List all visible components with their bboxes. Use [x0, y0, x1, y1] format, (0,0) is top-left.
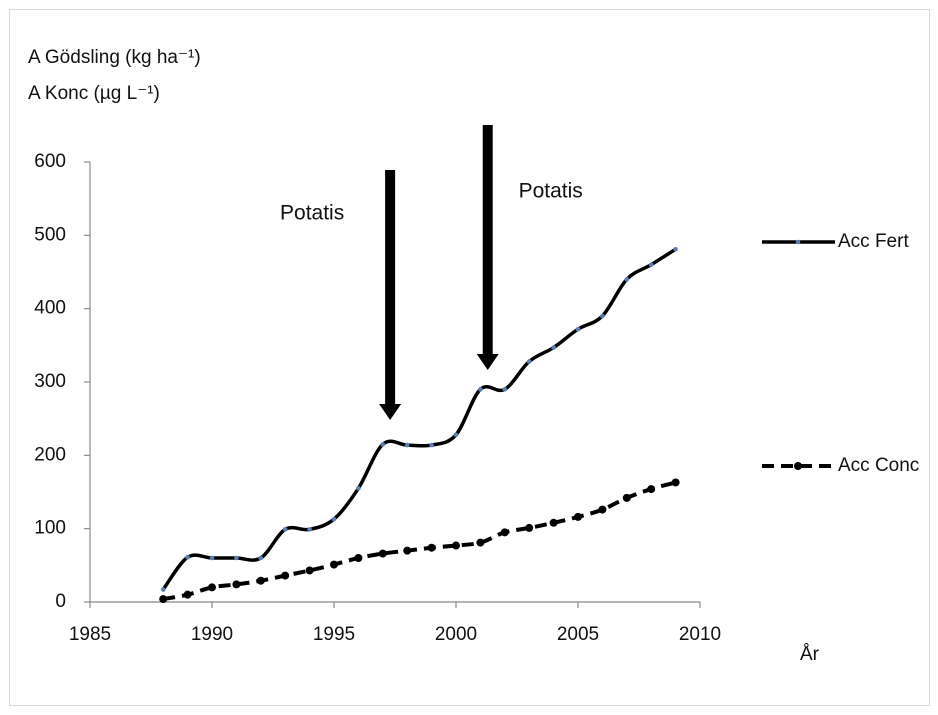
annotation: Potatis: [519, 180, 583, 203]
x-tick-label: 2010: [679, 624, 721, 645]
x-axis-label: År: [800, 644, 820, 665]
data-point: [575, 326, 581, 332]
data-point: [234, 555, 239, 561]
data-point: [525, 523, 534, 532]
data-point: [330, 560, 338, 569]
data-point: [673, 246, 678, 252]
data-point: [624, 277, 630, 282]
data-point: [331, 516, 337, 522]
data-point: [354, 554, 363, 562]
x-tick-label: 1995: [313, 624, 355, 645]
y-tick-label: 100: [34, 518, 66, 539]
data-point: [671, 478, 680, 487]
data-point: [404, 442, 410, 448]
data-point: [551, 345, 556, 350]
legend-marker: [794, 462, 802, 470]
data-point: [549, 518, 558, 527]
data-point: [574, 512, 582, 521]
data-point: [500, 528, 509, 537]
data-point: [159, 595, 168, 604]
y-tick-label: 400: [34, 298, 66, 319]
data-point: [209, 555, 215, 561]
data-point: [427, 543, 436, 552]
data-point: [502, 387, 508, 392]
data-point: [305, 566, 314, 575]
annotation: Potatis: [280, 202, 344, 225]
legend-label: Acc Conc: [838, 455, 919, 476]
annotation-arrowhead: [476, 354, 499, 370]
data-point: [648, 262, 654, 267]
data-point: [647, 485, 656, 494]
data-point: [380, 442, 386, 447]
y-tick-label: 300: [34, 371, 66, 392]
data-point: [478, 387, 483, 392]
data-point: [600, 313, 605, 319]
y-tick-label: 500: [34, 224, 66, 245]
y-tick-label: 600: [34, 151, 66, 172]
data-point: [403, 546, 412, 555]
x-tick-label: 2005: [557, 624, 599, 645]
data-point: [232, 580, 241, 589]
x-tick-label: 1985: [69, 624, 111, 645]
data-point: [160, 587, 166, 592]
data-point: [476, 538, 485, 547]
x-tick-label: 2000: [435, 624, 477, 645]
data-point: [256, 576, 265, 585]
data-point: [429, 442, 434, 448]
data-point: [282, 527, 288, 532]
series-line: [162, 480, 677, 602]
data-point: [598, 505, 607, 514]
data-point: [281, 571, 290, 580]
y-tick-label: 200: [34, 444, 66, 465]
data-point: [526, 359, 532, 364]
data-point: [185, 554, 190, 560]
y-tick-label: 0: [55, 591, 66, 612]
data-point: [356, 486, 361, 491]
data-point: [452, 541, 460, 550]
y-axis-label: A Konc (µg L⁻¹): [28, 83, 160, 104]
data-point: [378, 549, 387, 558]
y-axis-label: A Gödsling (kg ha⁻¹): [28, 47, 201, 68]
data-point: [453, 432, 459, 438]
annotation-arrowhead: [379, 404, 402, 420]
legend-label: Acc Fert: [838, 231, 909, 252]
data-point: [183, 590, 192, 599]
data-point: [307, 527, 312, 532]
series-line: [161, 247, 677, 591]
legend-marker: [795, 239, 801, 245]
data-point: [622, 493, 631, 502]
data-point: [208, 583, 216, 592]
chart-frame: [9, 9, 930, 706]
data-point: [258, 555, 264, 561]
x-tick-label: 1990: [191, 624, 233, 645]
